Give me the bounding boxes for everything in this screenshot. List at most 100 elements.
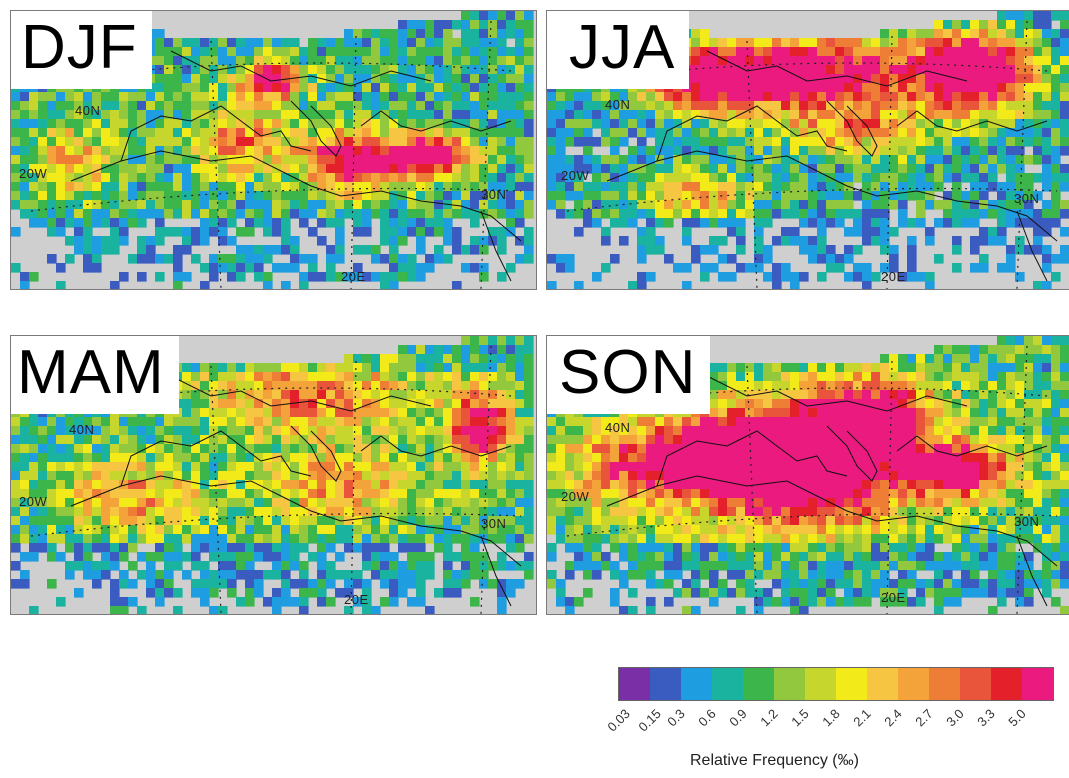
heatmap-cell <box>308 471 318 481</box>
heatmap-cell <box>952 236 962 246</box>
heatmap-cell <box>65 173 75 183</box>
heatmap-cell <box>952 110 962 120</box>
heatmap-cell <box>56 525 66 535</box>
heatmap-cell <box>335 272 345 282</box>
heatmap-cell <box>407 552 417 562</box>
heatmap-cell <box>988 381 998 391</box>
heatmap-cell <box>1060 137 1069 147</box>
heatmap-cell <box>691 435 701 445</box>
heatmap-cell <box>1015 47 1025 57</box>
heatmap-cell <box>970 92 980 102</box>
heatmap-cell <box>844 245 854 255</box>
heatmap-cell <box>263 525 273 535</box>
heatmap-cell <box>425 38 435 48</box>
heatmap-cell <box>925 236 935 246</box>
heatmap-cell <box>425 137 435 147</box>
heatmap-cell <box>407 507 417 517</box>
heatmap-cell <box>299 137 309 147</box>
heatmap-cell <box>83 128 93 138</box>
heatmap-cell <box>218 200 228 210</box>
heatmap-cell <box>808 173 818 183</box>
heatmap-cell <box>416 263 426 273</box>
heatmap-cell <box>434 363 444 373</box>
heatmap-cell <box>943 74 953 84</box>
heatmap-cell <box>353 597 363 607</box>
heatmap-cell <box>209 65 219 75</box>
heatmap-cell <box>524 38 534 48</box>
heatmap-cell <box>745 173 755 183</box>
heatmap-cell <box>101 453 111 463</box>
heatmap-cell <box>56 182 66 192</box>
heatmap-cell <box>110 417 120 427</box>
heatmap-cell <box>452 498 462 508</box>
heatmap-cell <box>173 272 183 282</box>
heatmap-cell <box>574 173 584 183</box>
heatmap-cell <box>691 65 701 75</box>
heatmap-cell <box>1051 354 1061 364</box>
heatmap-cell <box>862 390 872 400</box>
heatmap-cell <box>772 200 782 210</box>
heatmap-cell <box>979 345 989 355</box>
map-panel-djf: DJF 40N 20W 30N 20E <box>10 10 537 290</box>
heatmap-cell <box>209 588 219 598</box>
heatmap-cell <box>317 489 327 499</box>
heatmap-cell <box>907 146 917 156</box>
heatmap-cell <box>961 426 971 436</box>
heatmap-cell <box>880 372 890 382</box>
heatmap-cell <box>344 164 354 174</box>
heatmap-cell <box>137 119 147 129</box>
heatmap-cell <box>155 534 165 544</box>
heatmap-cell <box>56 200 66 210</box>
heatmap-cell <box>853 363 863 373</box>
heatmap-cell <box>862 83 872 93</box>
heatmap-cell <box>524 92 534 102</box>
heatmap-cell <box>425 74 435 84</box>
heatmap-cell <box>691 164 701 174</box>
heatmap-cell <box>335 381 345 391</box>
heatmap-cell <box>155 525 165 535</box>
heatmap-cell <box>556 417 566 427</box>
heatmap-cell <box>290 74 300 84</box>
heatmap-cell <box>101 435 111 445</box>
heatmap-cell <box>11 498 21 508</box>
heatmap-cell <box>425 56 435 66</box>
heatmap-cell <box>997 381 1007 391</box>
heatmap-cell <box>1006 137 1016 147</box>
heatmap-cell <box>344 137 354 147</box>
heatmap-cell <box>272 245 282 255</box>
heatmap-cell <box>173 516 183 526</box>
heatmap-cell <box>137 534 147 544</box>
heatmap-cell <box>299 381 309 391</box>
heatmap-cell <box>308 263 318 273</box>
heatmap-cell <box>835 363 845 373</box>
heatmap-cell <box>65 119 75 129</box>
heatmap-cell <box>826 38 836 48</box>
heatmap-cell <box>74 543 84 553</box>
heatmap-cell <box>281 101 291 111</box>
heatmap-cell <box>362 119 372 129</box>
heatmap-cell <box>479 381 489 391</box>
heatmap-cell <box>227 471 237 481</box>
heatmap-cell <box>101 128 111 138</box>
heatmap-cell <box>709 110 719 120</box>
heatmap-cell <box>209 417 219 427</box>
heatmap-cell <box>173 606 183 614</box>
heatmap-cell <box>245 372 255 382</box>
heatmap-cell <box>425 191 435 201</box>
heatmap-cell <box>565 254 575 264</box>
heatmap-cell <box>407 110 417 120</box>
heatmap-cell <box>83 245 93 255</box>
heatmap-cell <box>515 101 525 111</box>
heatmap-cell <box>290 65 300 75</box>
heatmap-cell <box>380 516 390 526</box>
heatmap-cell <box>700 119 710 129</box>
heatmap-cell <box>308 173 318 183</box>
heatmap-cell <box>209 390 219 400</box>
heatmap-cell <box>497 182 507 192</box>
heatmap-cell <box>479 38 489 48</box>
heatmap-cell <box>155 56 165 66</box>
heatmap-cell <box>664 218 674 228</box>
heatmap-cell <box>281 561 291 571</box>
heatmap-cell <box>524 245 534 255</box>
heatmap-cell <box>101 516 111 526</box>
